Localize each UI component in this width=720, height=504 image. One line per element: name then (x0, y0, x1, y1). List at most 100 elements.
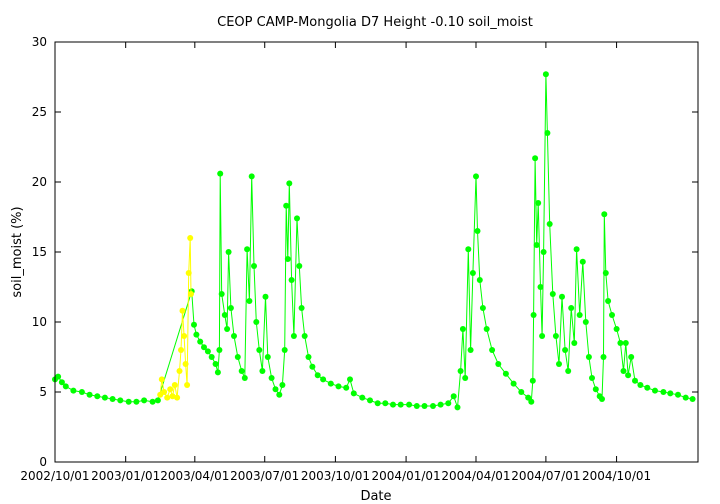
data-point (184, 382, 191, 388)
data-point (169, 393, 176, 400)
data-point (535, 200, 542, 206)
data-point (117, 397, 124, 404)
x-axis-label: Date (360, 489, 391, 504)
chart-title: CEOP CAMP-Mongolia D7 Height -0.10 soil_… (217, 15, 533, 30)
data-point (101, 394, 108, 401)
data-point (191, 321, 197, 328)
data-point (154, 397, 161, 404)
y-axis: 0 5 10 15 20 25 30 (32, 35, 698, 469)
data-point (197, 338, 204, 345)
data-point (55, 373, 62, 380)
data-point (176, 368, 183, 374)
data-point (238, 368, 245, 374)
data-point (532, 155, 539, 162)
data-point (296, 263, 303, 269)
data-point (525, 394, 532, 401)
data-point (305, 354, 312, 360)
data-point (276, 391, 283, 398)
data-point (248, 173, 255, 180)
data-point (652, 387, 658, 394)
data-point (298, 305, 305, 311)
plot-area (52, 71, 696, 411)
data-point (125, 398, 132, 405)
data-point (188, 291, 194, 297)
data-point (628, 354, 635, 360)
data-point (462, 375, 469, 381)
data-point (465, 246, 472, 253)
data-point (632, 377, 638, 384)
data-point (620, 368, 627, 374)
data-point (320, 376, 327, 383)
data-point (585, 354, 592, 360)
y-tick-label: 25 (32, 105, 47, 119)
data-point (599, 396, 605, 402)
data-point (469, 270, 476, 276)
data-point (495, 361, 502, 367)
x-tick-label: 2002/10/01 (20, 469, 89, 483)
data-point (179, 307, 186, 314)
data-point (540, 249, 547, 255)
data-point (474, 228, 481, 234)
data-point (473, 173, 479, 180)
x-tick-label: 2004/07/01 (511, 469, 580, 483)
data-point (234, 354, 241, 360)
data-point (542, 71, 549, 78)
data-point (301, 333, 308, 339)
data-point (185, 270, 192, 276)
data-point (518, 389, 525, 395)
data-point (171, 382, 178, 388)
data-point (109, 396, 116, 402)
data-point (221, 312, 228, 318)
data-point (556, 361, 562, 367)
data-point (476, 277, 483, 283)
data-point (225, 249, 232, 255)
data-point (343, 384, 350, 391)
data-point (141, 397, 148, 404)
data-point (562, 347, 569, 353)
series-line (54, 74, 693, 408)
data-point (613, 326, 620, 332)
data-point (565, 368, 572, 374)
data-point (174, 394, 181, 401)
data-point (204, 348, 211, 355)
data-point (675, 391, 681, 398)
data-point (489, 347, 496, 353)
data-point (359, 394, 366, 401)
data-point (268, 375, 275, 381)
data-point (576, 312, 583, 318)
data-point (193, 331, 200, 338)
data-point (546, 221, 553, 227)
data-point (283, 202, 290, 209)
data-point (539, 333, 546, 339)
data-point (208, 354, 215, 360)
data-point (617, 340, 624, 346)
series-good (52, 71, 696, 411)
data-point (246, 298, 253, 304)
data-point (457, 368, 464, 374)
data-point (689, 396, 696, 402)
data-point (644, 384, 651, 391)
data-point (421, 403, 428, 409)
data-point (133, 398, 140, 405)
data-point (314, 372, 321, 379)
data-point (544, 130, 551, 136)
data-point (253, 319, 260, 325)
data-point (510, 380, 517, 387)
x-tick-label: 2004/04/01 (441, 469, 510, 483)
data-point (459, 326, 466, 332)
data-point (667, 390, 674, 397)
data-point (573, 246, 580, 253)
data-point (549, 291, 556, 297)
data-point (413, 403, 420, 409)
data-point (609, 312, 615, 318)
data-point (288, 277, 295, 283)
data-point (350, 390, 357, 397)
data-point (530, 312, 537, 318)
data-point (335, 383, 342, 390)
data-point (454, 404, 461, 411)
y-tick-label: 0 (39, 455, 47, 469)
data-point (445, 400, 452, 407)
x-tick-label: 2003/04/01 (160, 469, 229, 483)
